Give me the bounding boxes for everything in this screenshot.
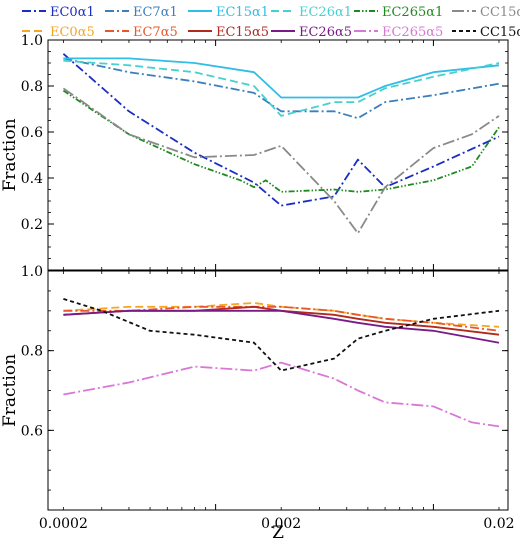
x-axis-label: Z xyxy=(272,523,284,541)
y-axis-label-top: Fraction xyxy=(0,118,20,191)
legend: EC0α1 EC7α1 EC15α1 EC26α1 EC265α1 CC15α1 EC0α5… xyxy=(22,5,520,40)
legend-label-cc15alpha5: CC15α5 xyxy=(480,25,520,40)
legend-label-ec26alpha1: EC26α1 xyxy=(299,5,352,20)
legend-label-ec0alpha1: EC0α1 xyxy=(50,5,95,20)
legend-label-ec15alpha5: EC15α5 xyxy=(216,25,269,40)
panel-bottom: 0.6 0.8 1.0 0.0002 0.002 0.02 Fraction Z xyxy=(0,264,515,543)
y-tick-label-top: 0.2 xyxy=(21,217,43,233)
series-line-ec26alpha1 xyxy=(63,59,500,117)
x-tick-label: 0.002 xyxy=(261,516,301,532)
plot-frame-top xyxy=(47,39,509,271)
series-line-ec7alpha1 xyxy=(63,57,500,120)
series-line-ec7alpha5 xyxy=(63,305,500,332)
legend-label-ec15alpha1: EC15α1 xyxy=(216,5,269,20)
series-line-ec0alpha1 xyxy=(62,53,500,207)
x-tick-label: 0.02 xyxy=(483,516,514,532)
series-line-ec265alpha5 xyxy=(63,361,500,428)
legend-label-ec26alpha5: EC26α5 xyxy=(299,25,352,40)
series-line-ec265alpha1 xyxy=(62,89,500,193)
legend-label-ec7alpha5: EC7α5 xyxy=(133,25,178,40)
y-tick-label-bottom: 1.0 xyxy=(21,264,43,280)
y-tick-label-top: 0.4 xyxy=(21,171,43,187)
legend-label-ec265alpha5: EC265α5 xyxy=(382,25,443,40)
series-line-cc15alpha1 xyxy=(62,87,500,235)
series-line-ec26alpha5 xyxy=(63,309,500,344)
series-line-cc15alpha5 xyxy=(63,298,500,372)
series-line-ec15alpha1 xyxy=(63,57,500,99)
y-tick-label-bottom: 0.6 xyxy=(21,423,43,439)
legend-label-ec0alpha5: EC0α5 xyxy=(50,25,95,40)
legend-label-cc15alpha1: CC15α1 xyxy=(480,5,520,20)
y-tick-label-bottom: 0.8 xyxy=(21,344,43,360)
y-tick-label-top: 1.0 xyxy=(21,33,43,49)
panel-top: 0.2 0.4 0.6 0.8 1.0 Fraction xyxy=(0,33,509,271)
y-tick-label-top: 0.6 xyxy=(21,125,43,141)
x-tick-label: 0.0002 xyxy=(39,516,88,532)
legend-label-ec7alpha1: EC7α1 xyxy=(133,5,178,20)
legend-label-ec265alpha1: EC265α1 xyxy=(382,5,443,20)
y-tick-label-top: 0.8 xyxy=(21,79,43,95)
y-axis-label-bottom: Fraction xyxy=(0,354,20,427)
